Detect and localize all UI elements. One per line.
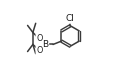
Text: Cl: Cl — [66, 14, 75, 23]
Text: B: B — [42, 40, 49, 49]
Text: O: O — [36, 34, 42, 43]
Text: O: O — [36, 46, 42, 55]
